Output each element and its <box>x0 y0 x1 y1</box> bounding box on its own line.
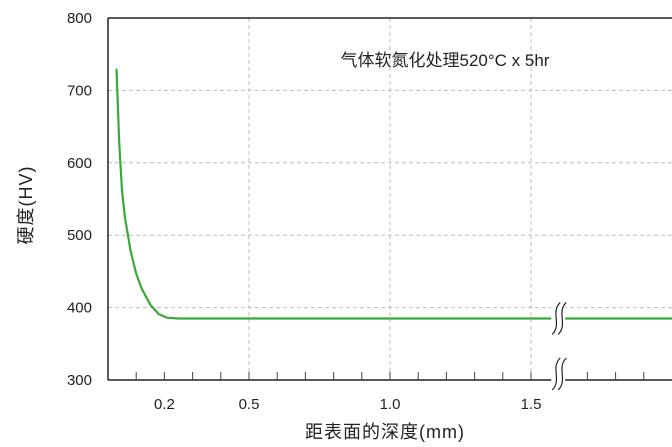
y-tick-labels: 300 400 500 600 700 800 <box>67 10 92 389</box>
axes <box>107 17 672 381</box>
axis-break-stroke <box>551 357 561 391</box>
y-tick-label: 700 <box>67 82 92 99</box>
y-tick-label: 800 <box>67 10 92 27</box>
data-series <box>115 68 672 320</box>
y-tick-label: 400 <box>67 300 92 317</box>
y-tick-label: 300 <box>67 372 92 389</box>
x-tick-label: 0.5 <box>239 396 260 413</box>
grid-lines <box>108 18 672 380</box>
axis-break-marks <box>551 300 567 392</box>
x-tick-label: 1.0 <box>380 396 401 413</box>
y-axis-title: 硬度(HV) <box>16 166 36 245</box>
x-tick-label: 0.2 <box>154 396 175 413</box>
axis-break-stroke <box>557 302 567 335</box>
y-tick-label: 600 <box>67 155 92 172</box>
chart-annotation: 气体软氮化处理520°C x 5hr <box>341 51 550 70</box>
axis-break-stroke <box>557 357 567 391</box>
axis-break-stroke <box>551 302 561 335</box>
x-tick-label: 1.5 <box>521 396 542 413</box>
y-tick-label: 500 <box>67 227 92 244</box>
x-tick-labels: 0.2 0.5 1.0 1.5 <box>154 396 541 413</box>
x-axis-title: 距表面的深度(mm) <box>305 422 465 442</box>
hardness-curve <box>115 68 672 320</box>
x-minor-ticks <box>135 372 645 380</box>
